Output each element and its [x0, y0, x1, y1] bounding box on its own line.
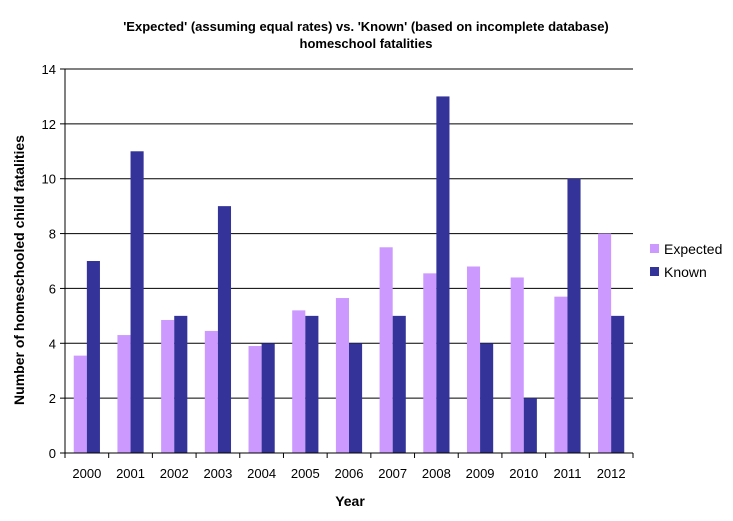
x-tick-label: 2005 — [291, 466, 320, 481]
x-tick-label: 2000 — [72, 466, 101, 481]
bar-expected-2010 — [510, 277, 524, 453]
x-tick-label: 2007 — [378, 466, 407, 481]
x-tick-label: 2009 — [466, 466, 495, 481]
x-tick-label: 2008 — [422, 466, 451, 481]
bar-known-2006 — [349, 343, 363, 453]
bar-expected-2006 — [335, 298, 349, 453]
x-tick-labels: 2000 2001 2002 2003 2004 2005 2006 2007 2008 2009… — [72, 466, 625, 481]
bar-known-2002 — [174, 315, 188, 453]
bar-expected-2001 — [117, 335, 131, 453]
legend-swatch-known — [650, 267, 659, 276]
x-tick-label: 2002 — [160, 466, 189, 481]
bar-expected-2012 — [598, 233, 612, 453]
legend-swatch-expected — [650, 244, 659, 253]
bar-expected-2004 — [248, 346, 262, 453]
y-tick-labels: 0 2 4 6 8 10 12 14 — [42, 62, 56, 461]
x-tick-label: 2001 — [116, 466, 145, 481]
y-tick-label: 4 — [49, 336, 56, 351]
y-tick-label: 6 — [49, 281, 56, 296]
y-tick-label: 8 — [49, 227, 56, 242]
chart-title-line-2: homeschool fatalities — [300, 36, 433, 51]
y-tick-label: 0 — [49, 446, 56, 461]
bar-known-2010 — [523, 398, 537, 453]
y-tick-label: 14 — [42, 62, 56, 77]
y-tick-label: 10 — [42, 172, 56, 187]
bar-expected-2002 — [161, 319, 175, 453]
x-tick-label: 2004 — [247, 466, 276, 481]
bar-known-2000 — [86, 261, 100, 453]
legend-label-expected: Expected — [664, 241, 722, 257]
bar-expected-2008 — [423, 273, 437, 453]
bars — [73, 96, 625, 454]
bar-known-2011 — [567, 178, 581, 453]
bar-expected-2007 — [379, 247, 393, 453]
y-tick-label: 2 — [49, 391, 56, 406]
bar-known-2009 — [480, 343, 494, 453]
bar-expected-2009 — [466, 266, 481, 453]
x-tick-label: 2003 — [203, 466, 232, 481]
bar-known-2008 — [436, 96, 450, 454]
bar-known-2001 — [130, 151, 144, 454]
axes — [64, 69, 634, 458]
x-tick-label: 2012 — [597, 466, 626, 481]
x-tick-label: 2006 — [335, 466, 364, 481]
bar-expected-2005 — [292, 310, 306, 453]
legend: Expected Known — [650, 241, 722, 280]
x-tick-label: 2010 — [509, 466, 538, 481]
bar-known-2007 — [392, 315, 406, 453]
bar-known-2012 — [611, 315, 625, 453]
y-axis-title: Number of homeschooled child fatalities — [11, 135, 27, 405]
y-tick-label: 12 — [42, 117, 56, 132]
gridlines — [60, 68, 633, 454]
bar-expected-2000 — [73, 355, 87, 453]
bar-known-2004 — [261, 343, 275, 453]
legend-label-known: Known — [664, 264, 707, 280]
x-axis-title: Year — [335, 493, 365, 509]
bar-known-2005 — [305, 315, 319, 453]
bar-expected-2003 — [204, 330, 218, 453]
bar-known-2003 — [217, 206, 232, 453]
chart-title-line-1: 'Expected' (assuming equal rates) vs. 'K… — [123, 19, 609, 34]
bar-expected-2011 — [554, 296, 568, 453]
x-tick-label: 2011 — [553, 466, 581, 481]
